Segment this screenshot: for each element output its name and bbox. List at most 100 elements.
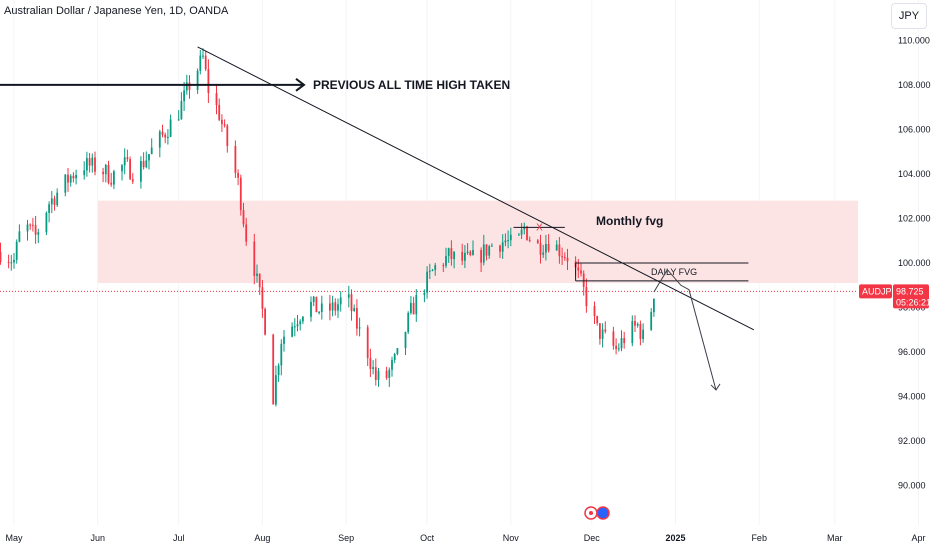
candle-body bbox=[561, 256, 563, 258]
x-tick-label: Dec bbox=[584, 533, 601, 543]
candle-body bbox=[75, 175, 77, 179]
candle-body bbox=[299, 321, 302, 325]
time-axis[interactable]: May Jun Jul Aug Sep Oct Nov Dec 2025 Feb Mar Apr bbox=[5, 533, 925, 543]
candle-body bbox=[526, 226, 528, 240]
candle-body bbox=[547, 244, 550, 251]
candle-body bbox=[485, 244, 488, 256]
price-tag-box bbox=[893, 284, 929, 309]
price-tag-price: 98.725 bbox=[896, 286, 924, 296]
candle-body bbox=[204, 55, 207, 70]
candle-body bbox=[410, 303, 412, 313]
currency-button[interactable]: JPY bbox=[891, 3, 927, 29]
candle-body bbox=[258, 273, 261, 288]
candle-body bbox=[253, 241, 256, 276]
symbol-tag-text: AUDJPY bbox=[862, 286, 898, 296]
candle-body bbox=[404, 331, 407, 349]
daily-fvg-label: DAILY FVG bbox=[651, 267, 697, 277]
candle-body bbox=[518, 234, 520, 236]
candle-body bbox=[442, 265, 445, 267]
candle-body bbox=[555, 244, 558, 251]
candle-body bbox=[350, 294, 353, 312]
candle-body bbox=[221, 119, 223, 125]
candle-body bbox=[142, 161, 145, 168]
candle-body bbox=[226, 125, 229, 147]
candle-body bbox=[56, 192, 59, 206]
y-tick-label: 110.000 bbox=[898, 35, 930, 45]
y-tick-label: 100.000 bbox=[898, 258, 931, 268]
candle-body bbox=[372, 367, 374, 369]
y-tick-label: 92.000 bbox=[898, 436, 926, 446]
candle-body bbox=[185, 82, 188, 91]
candle-body bbox=[207, 69, 210, 94]
candle-body bbox=[464, 252, 466, 261]
price-axis[interactable]: 110.000 108.000 106.000 104.000 102.000 100.0… bbox=[898, 35, 931, 490]
y-tick-label: 94.000 bbox=[898, 392, 926, 402]
candle-body bbox=[337, 304, 339, 311]
candle-body bbox=[434, 265, 437, 270]
candle-body bbox=[347, 294, 350, 298]
candle-body bbox=[366, 327, 369, 358]
candle-body bbox=[37, 232, 40, 235]
candle-body bbox=[83, 170, 86, 176]
x-tick-label: May bbox=[5, 533, 23, 543]
candle-body bbox=[596, 316, 599, 324]
candle-body bbox=[577, 267, 580, 271]
candle-body bbox=[167, 136, 169, 138]
candle-body bbox=[617, 348, 620, 350]
candle-body bbox=[34, 225, 37, 235]
candle-body bbox=[150, 147, 153, 155]
candle-body bbox=[261, 287, 264, 309]
x-marker-label: X bbox=[536, 222, 543, 233]
candle-body bbox=[94, 157, 96, 172]
candle-body bbox=[126, 157, 129, 160]
candle-body bbox=[631, 321, 634, 344]
daily-fvg-box[interactable] bbox=[575, 262, 749, 282]
candle-body bbox=[426, 271, 428, 293]
candle-body bbox=[639, 323, 642, 339]
candle-body bbox=[466, 251, 469, 253]
candle-body bbox=[604, 329, 607, 332]
candle-body bbox=[353, 308, 356, 312]
candle-body bbox=[202, 55, 204, 57]
candle-body bbox=[13, 259, 15, 263]
candle-body bbox=[599, 323, 601, 339]
candle-body bbox=[277, 365, 280, 376]
monthly-fvg-zone bbox=[97, 200, 858, 284]
candle-body bbox=[183, 90, 185, 102]
candle-body bbox=[461, 251, 464, 261]
event-icons[interactable] bbox=[584, 506, 610, 520]
candle-body bbox=[356, 308, 358, 329]
candle-body bbox=[593, 306, 596, 317]
candle-body bbox=[374, 367, 377, 380]
candle-body bbox=[653, 298, 655, 313]
candle-body bbox=[318, 311, 320, 313]
candle-body bbox=[509, 234, 512, 241]
candle-body bbox=[69, 175, 72, 183]
candle-body bbox=[145, 160, 148, 168]
x-tick-label: Oct bbox=[420, 533, 435, 543]
y-tick-label: 106.000 bbox=[898, 124, 931, 134]
candle-body bbox=[196, 70, 199, 90]
candle-body bbox=[469, 251, 472, 256]
candle-body bbox=[245, 224, 248, 242]
candle-body bbox=[53, 198, 56, 206]
candle-body bbox=[472, 249, 474, 256]
candle-body bbox=[29, 224, 32, 226]
candle-body bbox=[123, 157, 126, 166]
candle-body bbox=[312, 296, 315, 302]
candle-body bbox=[291, 326, 293, 337]
candle-body bbox=[377, 370, 380, 380]
candle-body bbox=[580, 270, 582, 274]
candle-body bbox=[539, 243, 542, 255]
event-globe-icon[interactable] bbox=[596, 506, 610, 520]
x-tick-label: Mar bbox=[827, 533, 843, 543]
projection-path[interactable] bbox=[653, 268, 717, 391]
x-tick-label: Feb bbox=[751, 533, 767, 543]
trendline[interactable] bbox=[197, 46, 755, 331]
candle-body bbox=[148, 154, 150, 161]
candle-body bbox=[391, 360, 393, 370]
candle-body bbox=[612, 331, 615, 346]
candle-body bbox=[542, 252, 545, 255]
candle-body bbox=[623, 337, 626, 344]
